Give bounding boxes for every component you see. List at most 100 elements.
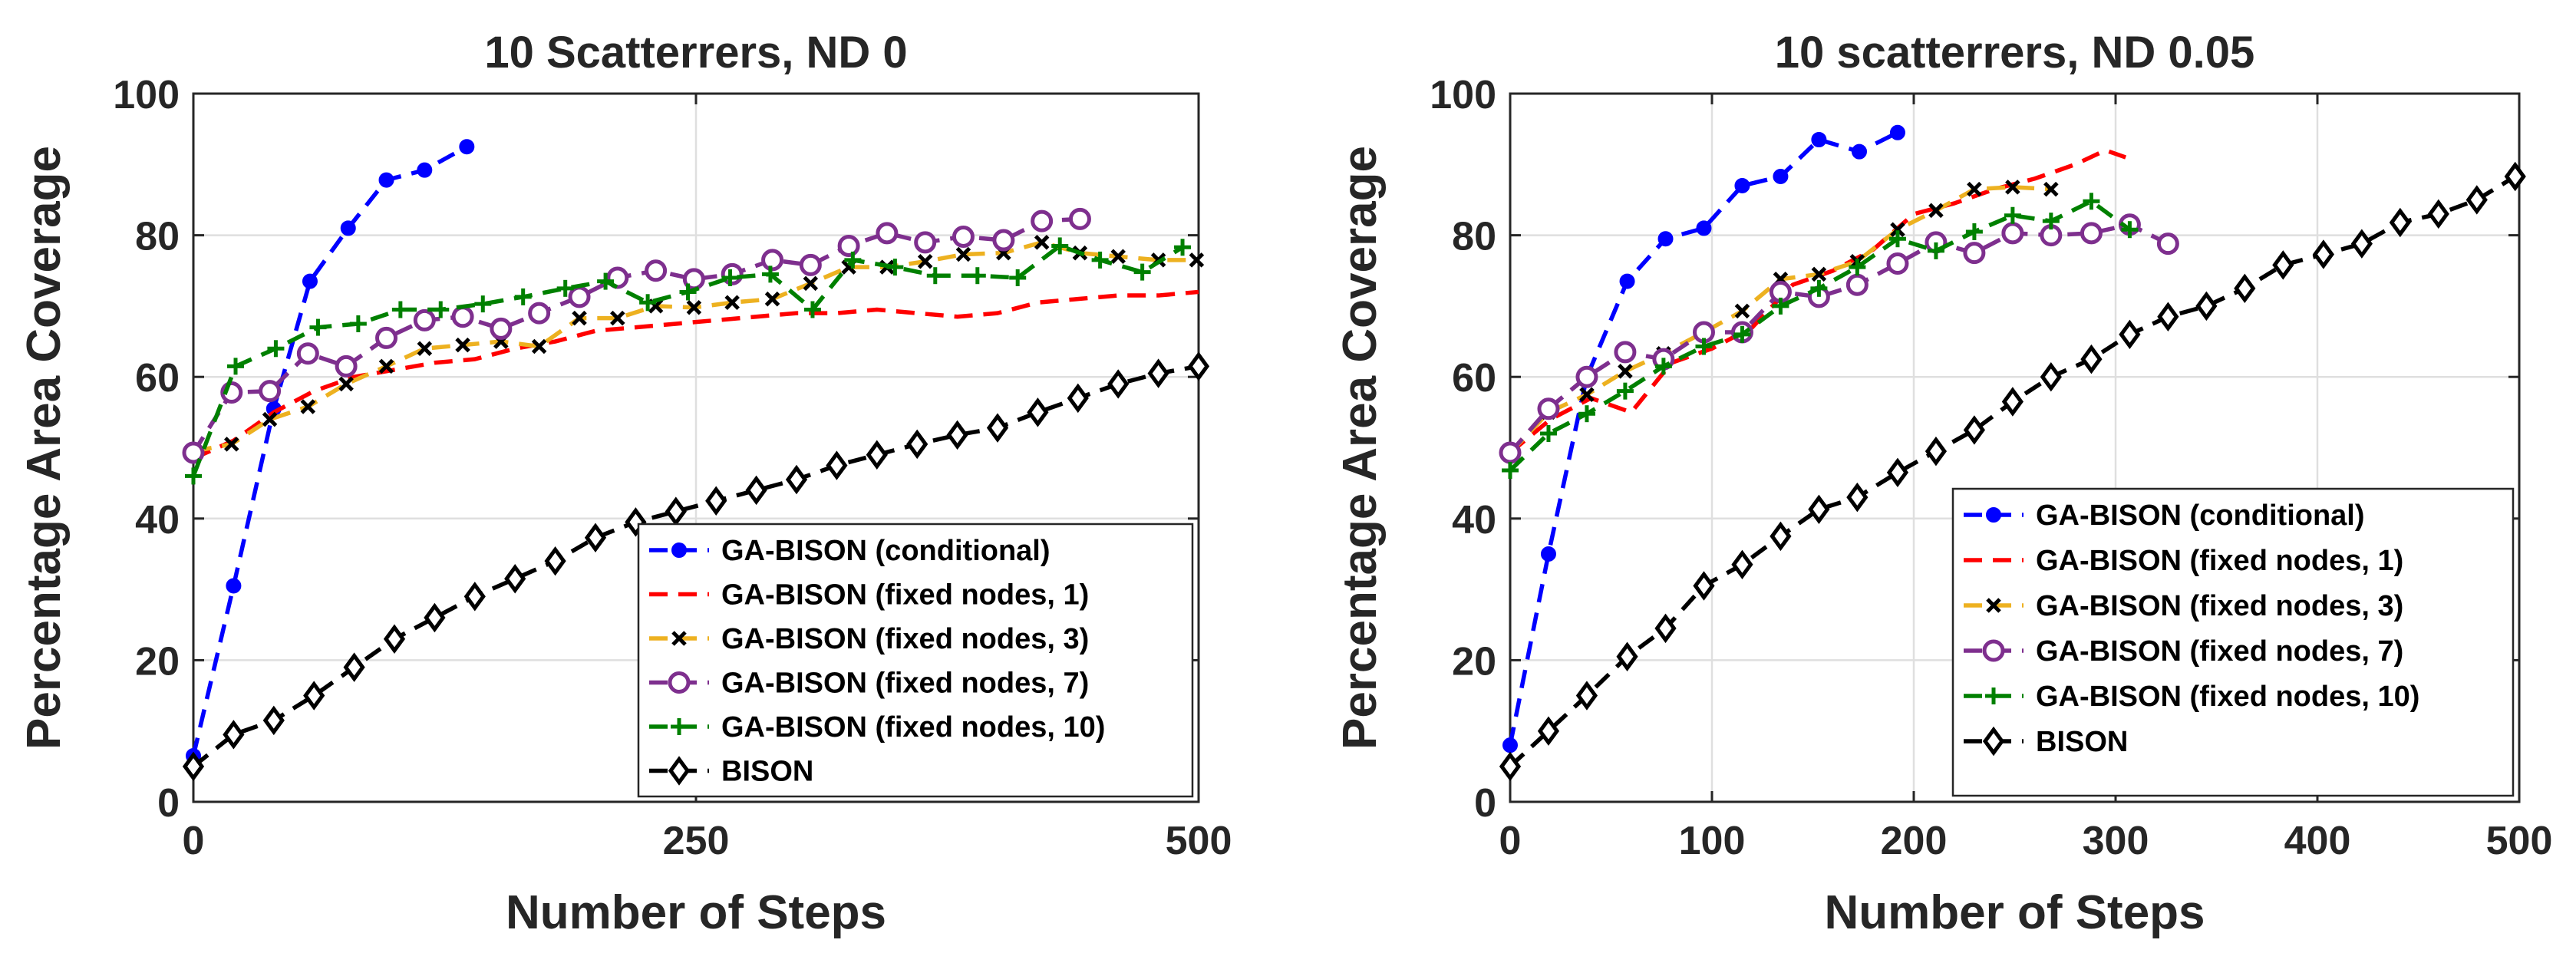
series-3 <box>186 235 1205 459</box>
data-point <box>2001 222 2024 245</box>
data-point <box>584 523 607 552</box>
data-point <box>459 139 475 155</box>
data-point <box>1734 177 1750 193</box>
data-point <box>340 220 356 236</box>
y-tick-label: 20 <box>1452 639 1496 684</box>
data-point <box>2121 221 2139 239</box>
data-point <box>2157 302 2179 331</box>
legend-box <box>1951 487 2515 797</box>
data-point <box>556 279 574 297</box>
marker-stroke <box>338 376 354 392</box>
data-point <box>1189 252 1205 268</box>
data-point <box>335 354 358 378</box>
data-point <box>2389 207 2411 238</box>
marker-stroke <box>1618 364 1633 379</box>
data-point <box>1091 251 1109 269</box>
legend-marker <box>671 542 687 558</box>
data-point <box>1773 168 1789 184</box>
data-point <box>1616 382 1634 400</box>
legend-label: GA-BISON (fixed nodes, 1) <box>2036 545 2403 577</box>
legend-marker <box>671 631 687 646</box>
legend-entry: BISON <box>649 756 813 788</box>
data-point <box>223 720 245 750</box>
data-point <box>1963 415 1986 445</box>
data-point <box>1614 341 1637 364</box>
data-point <box>1808 494 1830 525</box>
marker-stroke <box>1811 266 1827 282</box>
marker-stroke <box>455 337 470 353</box>
data-point <box>2427 199 2449 229</box>
data-point <box>1851 143 1867 160</box>
marker-stroke <box>1967 181 1982 197</box>
data-point <box>463 582 486 612</box>
data-point <box>1068 207 1091 230</box>
data-point <box>309 318 327 336</box>
data-point <box>349 315 367 332</box>
data-point <box>1537 716 1560 746</box>
data-point <box>917 253 933 269</box>
legend-entry: GA-BISON (fixed nodes, 1) <box>1964 545 2403 577</box>
y-tick-label: 60 <box>1452 356 1496 401</box>
legend-label: BISON <box>2036 726 2128 758</box>
data-point <box>182 751 205 782</box>
data-point <box>968 267 986 285</box>
data-point <box>1009 269 1027 286</box>
marker-stroke <box>917 253 933 269</box>
data-point <box>1133 263 1151 281</box>
data-point <box>528 302 551 325</box>
data-point <box>955 246 971 262</box>
chart-panel-1: 0 250 500 0 20 40 60 80 100 10 Scatterrers, ND 0 N… <box>18 28 1232 939</box>
y-tick-label: 40 <box>1452 498 1496 542</box>
data-point <box>490 317 513 340</box>
data-point <box>1147 358 1169 388</box>
series-6 <box>182 351 1210 782</box>
data-point <box>1575 365 1598 388</box>
data-point <box>1110 249 1126 265</box>
marker-stroke <box>2043 181 2059 197</box>
data-point <box>1502 737 1518 753</box>
data-point <box>2156 232 2179 256</box>
data-point <box>259 380 282 403</box>
legend-entry: GA-BISON (fixed nodes, 10) <box>649 711 1105 744</box>
data-point <box>1051 237 1069 255</box>
legend-marker <box>668 756 691 786</box>
data-point <box>1499 441 1522 464</box>
series-2 <box>1509 148 2127 455</box>
data-point <box>568 285 591 308</box>
data-point <box>504 564 526 594</box>
y-tick-label: 0 <box>1474 781 1496 826</box>
data-point <box>761 249 784 272</box>
data-point <box>1888 230 1906 248</box>
data-point <box>2001 387 2024 417</box>
data-point <box>303 681 325 711</box>
series-line <box>1509 148 2127 455</box>
y-axis-label: Percentage Area Coverage <box>18 146 71 750</box>
legend-marker <box>671 718 688 735</box>
data-point <box>679 283 697 301</box>
data-point <box>2234 273 2256 304</box>
data-point <box>1654 613 1677 644</box>
legend-label: GA-BISON (fixed nodes, 3) <box>2036 590 2403 622</box>
data-point <box>1696 220 1712 236</box>
data-point <box>1499 751 1522 782</box>
data-point <box>185 467 202 485</box>
data-point <box>1616 641 1638 672</box>
data-point <box>866 440 888 470</box>
data-point <box>1695 338 1713 355</box>
data-point <box>926 267 944 285</box>
marker-stroke <box>764 291 780 307</box>
legend-entry: GA-BISON (conditional) <box>1964 500 2365 532</box>
data-point <box>761 265 779 283</box>
data-point <box>1187 351 1210 381</box>
data-point <box>1619 273 1635 289</box>
data-point <box>610 310 625 326</box>
y-tick-label: 20 <box>135 639 180 684</box>
data-point <box>338 376 354 392</box>
legend-label: GA-BISON (fixed nodes, 10) <box>2036 681 2419 713</box>
chart-title: 10 Scatterrers, ND 0 <box>484 28 907 77</box>
legend-marker <box>1982 639 2005 662</box>
legend-label: GA-BISON (fixed nodes, 3) <box>721 623 1089 655</box>
data-point <box>745 475 767 506</box>
legend-label: GA-BISON (conditional) <box>721 535 1051 567</box>
data-point <box>451 305 474 328</box>
